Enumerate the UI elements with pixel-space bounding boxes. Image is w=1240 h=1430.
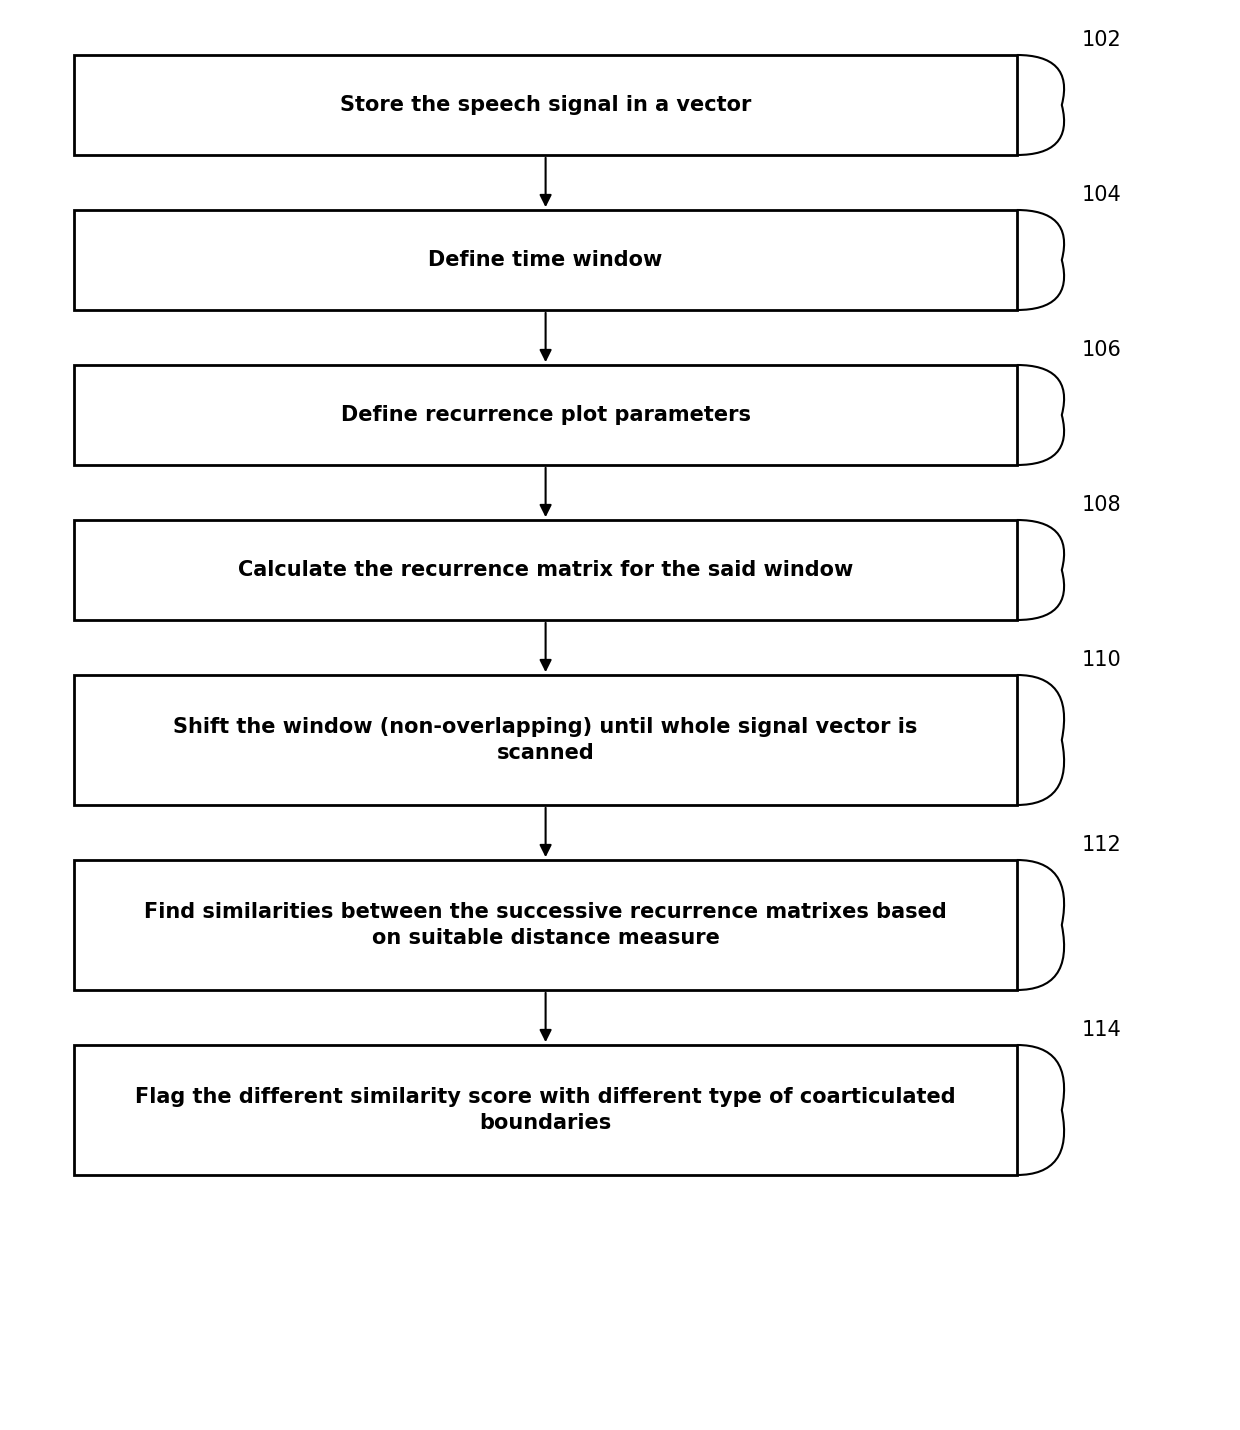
Bar [74,365,1017,465]
Text: Define recurrence plot parameters: Define recurrence plot parameters [341,405,750,425]
Bar [74,54,1017,154]
Text: Store the speech signal in a vector: Store the speech signal in a vector [340,94,751,114]
Bar [74,859,1017,990]
Bar [74,675,1017,805]
Text: 112: 112 [1081,835,1121,855]
Text: 102: 102 [1081,30,1121,50]
Text: 104: 104 [1081,184,1121,204]
Bar [74,1045,1017,1175]
Text: Calculate the recurrence matrix for the said window: Calculate the recurrence matrix for the … [238,561,853,581]
Text: 108: 108 [1081,495,1121,515]
Text: Shift the window (non-overlapping) until whole signal vector is
scanned: Shift the window (non-overlapping) until… [174,716,918,764]
Bar [74,210,1017,310]
Text: 106: 106 [1081,340,1122,360]
Text: Define time window: Define time window [429,250,662,270]
Text: 114: 114 [1081,1020,1121,1040]
Text: Flag the different similarity score with different type of coarticulated
boundar: Flag the different similarity score with… [135,1087,956,1133]
Text: 110: 110 [1081,651,1121,671]
Text: Find similarities between the successive recurrence matrixes based
on suitable d: Find similarities between the successive… [144,902,947,948]
Bar [74,521,1017,621]
